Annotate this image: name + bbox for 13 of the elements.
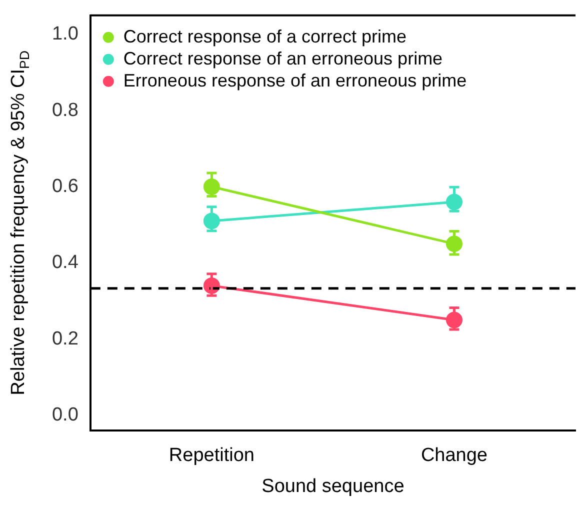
x-tick-label: Repetition bbox=[168, 445, 254, 466]
y-axis-title: Relative repetition frequency & 95% CIPD bbox=[8, 50, 32, 396]
y-tick-label: 1.0 bbox=[52, 24, 78, 45]
legend-label: Erroneous response of an erroneous prime bbox=[123, 70, 467, 90]
x-axis-title: Sound sequence bbox=[262, 476, 404, 497]
y-tick-label: 0.2 bbox=[52, 328, 78, 350]
y-tick-label: 0.4 bbox=[52, 252, 79, 274]
x-tick-label: Change bbox=[420, 445, 488, 466]
y-tick-label: 0.0 bbox=[52, 404, 78, 426]
y-tick-label: 0.6 bbox=[52, 176, 78, 197]
legend-label: Correct response of an erroneous prime bbox=[123, 48, 443, 68]
legend-label: Correct response of a correct prime bbox=[123, 26, 407, 46]
y-tick-label: 0.8 bbox=[52, 100, 78, 121]
